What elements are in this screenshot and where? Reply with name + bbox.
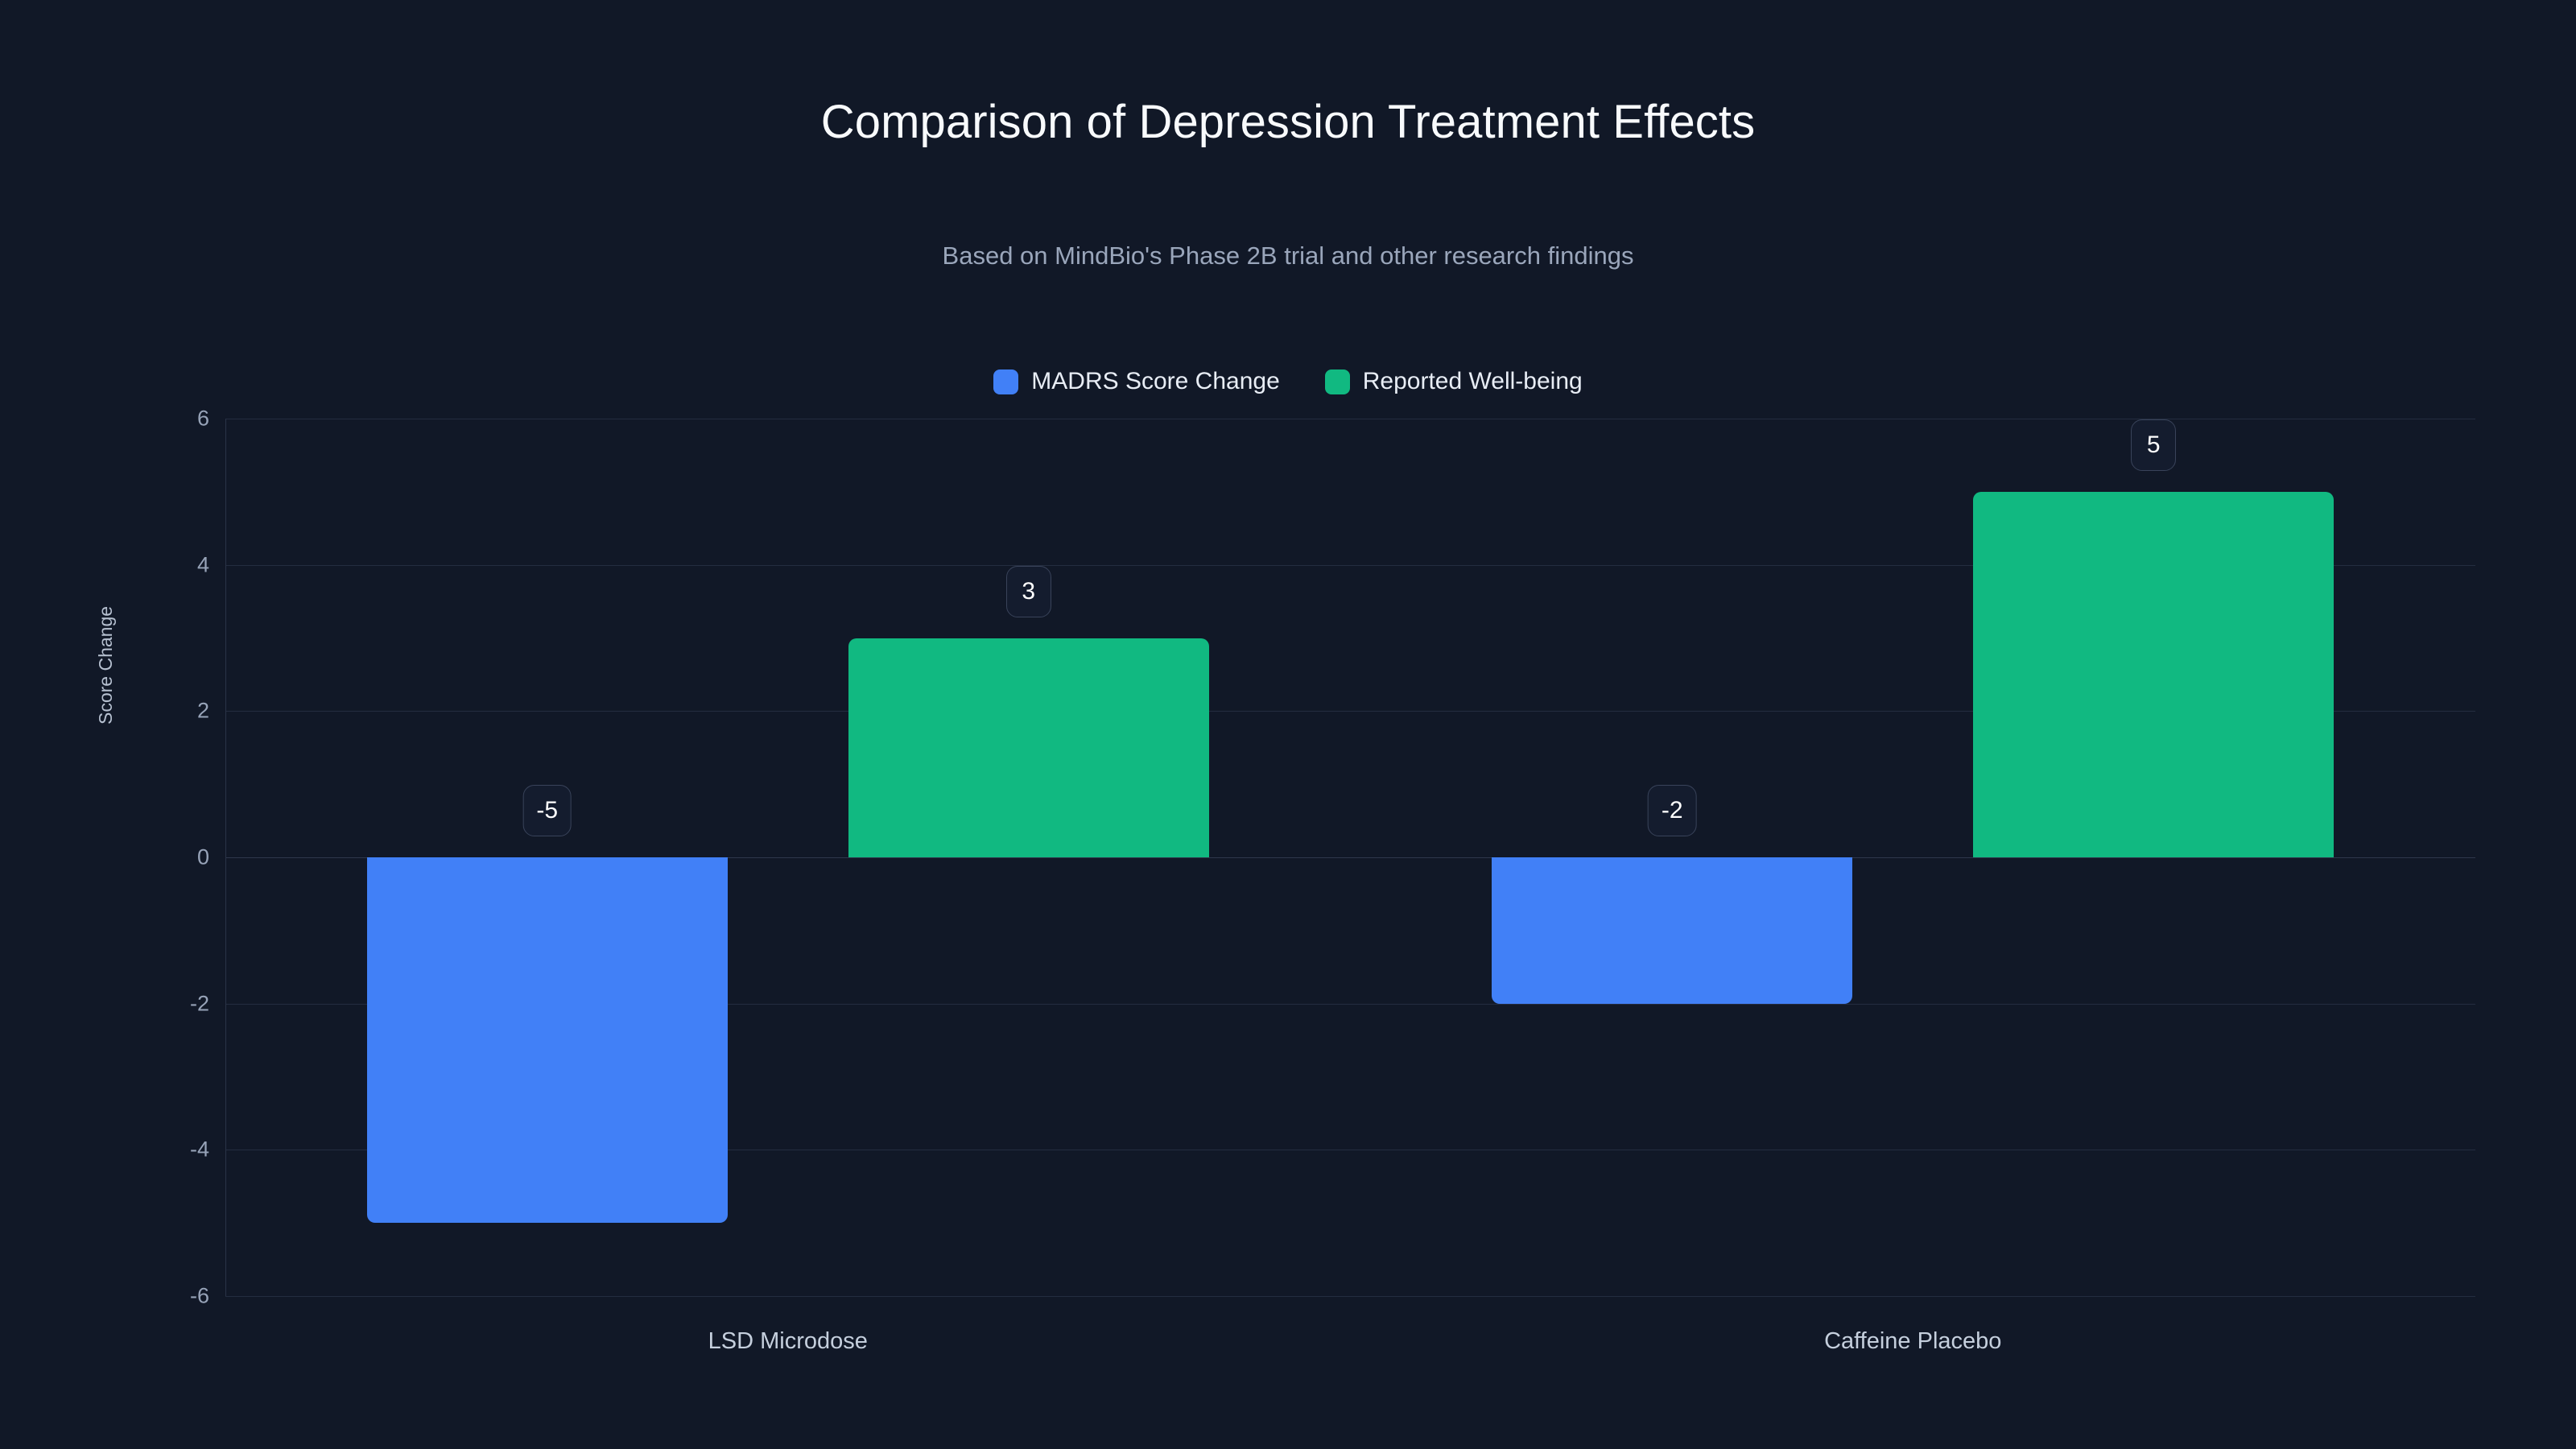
gridline-4 — [225, 564, 2475, 566]
y-tick-label--2: -2 — [189, 991, 209, 1016]
value-badge-lsd-microdose-reported-well-being: 3 — [1005, 565, 1051, 617]
y-tick-label-4: 4 — [196, 552, 209, 577]
legend-swatch-madrs-icon — [993, 369, 1019, 394]
y-tick-label--4: -4 — [189, 1137, 209, 1162]
bar-lsd-microdose-madrs-score-change[interactable] — [366, 857, 728, 1224]
y-axis-line — [225, 419, 226, 1296]
y-tick-label-0: 0 — [196, 844, 209, 869]
plot-area — [225, 419, 2475, 1297]
bar-caffeine-placebo-reported-well-being[interactable] — [1973, 491, 2334, 857]
chart-title: Comparison of Depression Treatment Effec… — [820, 96, 1756, 148]
gridline-2 — [225, 711, 2475, 712]
y-axis-title: Score Change — [95, 605, 116, 724]
value-badge-lsd-microdose-madrs-score-change: -5 — [522, 785, 572, 836]
x-tick-label-0: LSD Microdose — [708, 1328, 868, 1354]
y-tick-label-2: 2 — [196, 698, 209, 723]
bar-caffeine-placebo-madrs-score-change[interactable] — [1492, 857, 1853, 1004]
value-badge-caffeine-placebo-reported-well-being: 5 — [2131, 419, 2177, 471]
chart-subtitle: Based on MindBio's Phase 2B trial and ot… — [942, 242, 1634, 270]
bar-lsd-microdose-reported-well-being[interactable] — [848, 638, 1209, 857]
value-badge-caffeine-placebo-madrs-score-change: -2 — [1647, 785, 1697, 836]
legend-label-madrs: MADRS Score Change — [1031, 368, 1280, 394]
y-tick-label-6: 6 — [196, 406, 209, 431]
chart-legend: MADRS Score Change Reported Well-being — [0, 368, 2576, 395]
gridline-0 — [225, 857, 2475, 858]
legend-label-wellbeing: Reported Well-being — [1362, 368, 1583, 394]
legend-swatch-wellbeing-icon — [1324, 369, 1350, 394]
gridline--2 — [225, 1003, 2475, 1005]
gridline--6 — [225, 1296, 2475, 1297]
x-tick-label-1: Caffeine Placebo — [1824, 1328, 2002, 1354]
y-tick-label--6: -6 — [189, 1283, 209, 1308]
legend-item-reported-well-being[interactable]: Reported Well-being — [1324, 368, 1583, 395]
legend-item-madrs-score-change[interactable]: MADRS Score Change — [993, 368, 1280, 395]
